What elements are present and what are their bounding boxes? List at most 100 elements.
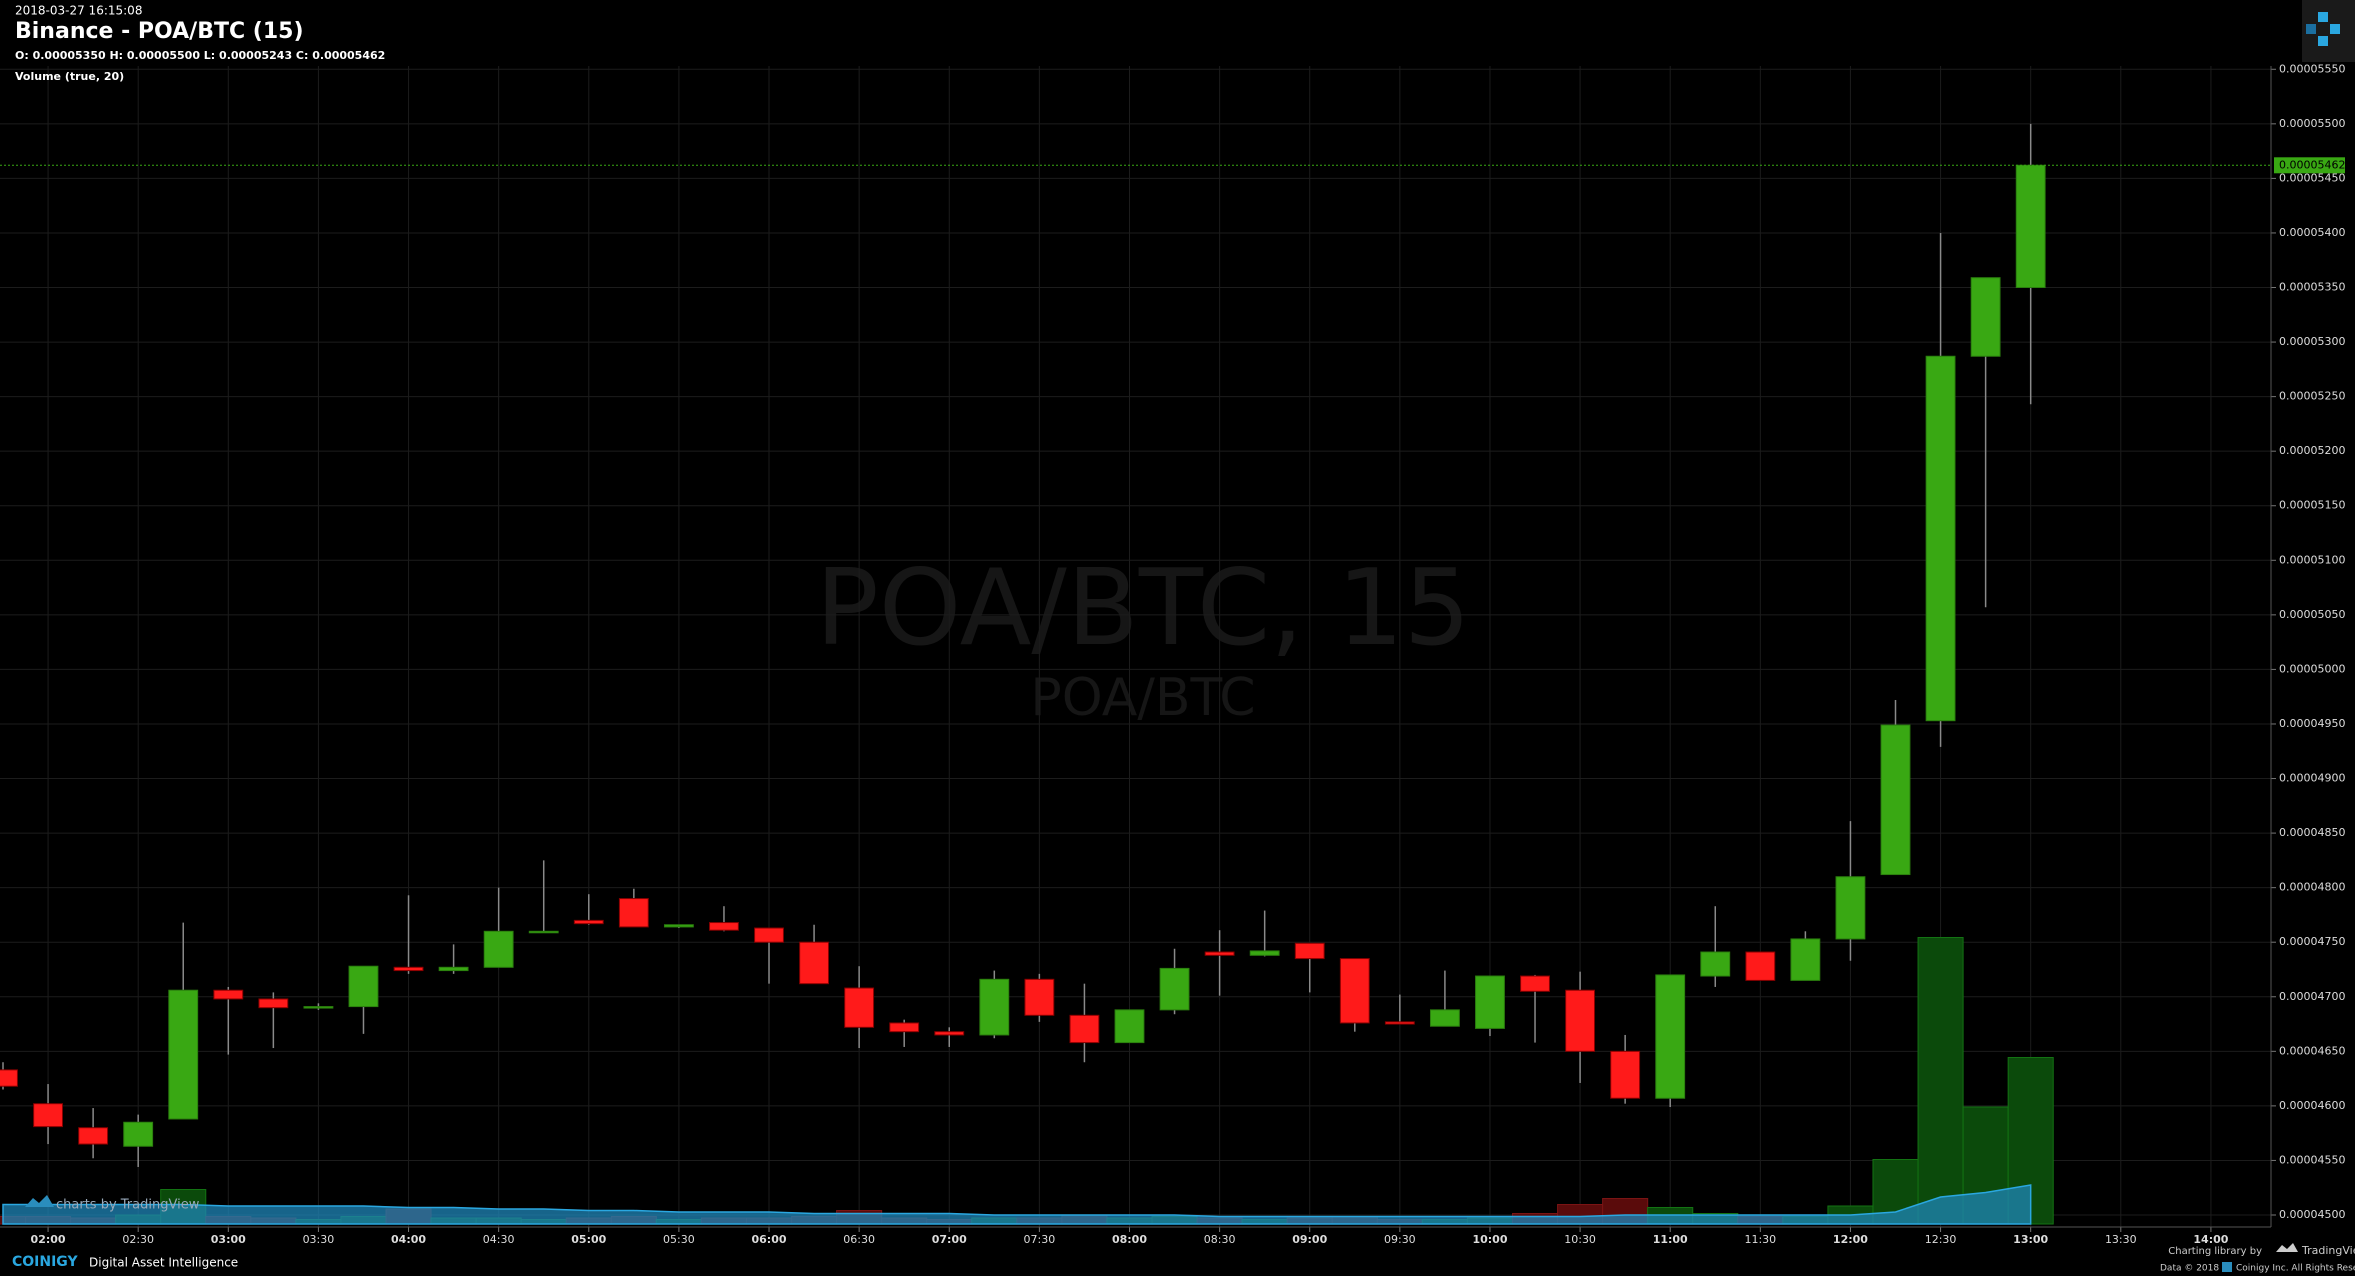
candle-body	[1475, 975, 1505, 1029]
candle-body	[1880, 724, 1911, 876]
candle-body	[1520, 975, 1550, 992]
tv-icon	[25, 1195, 54, 1207]
candle-body	[348, 965, 379, 1008]
candle-body	[2015, 164, 2046, 289]
logo	[2302, 0, 2355, 62]
candle-body	[1429, 1009, 1460, 1027]
x-tick-label: 13:30	[2105, 1233, 2137, 1246]
candle-body	[709, 922, 739, 931]
library-credit: Charting library by	[2168, 1246, 2262, 1257]
x-tick-label: 03:00	[211, 1233, 246, 1246]
y-tick-label: 0.00004550	[2279, 1153, 2345, 1166]
y-tick-label: 0.00004700	[2279, 990, 2345, 1003]
candle-body	[1700, 951, 1731, 977]
candle-body	[1970, 277, 2001, 357]
y-tick-label: 0.00004750	[2279, 935, 2345, 948]
x-tick-label: 05:30	[663, 1233, 695, 1246]
y-tick-label: 0.00005000	[2279, 662, 2345, 675]
y-tick-label: 0.00005550	[2279, 62, 2345, 75]
data-credit: Data © 2018	[2160, 1264, 2219, 1274]
candles	[0, 123, 2046, 1167]
x-tick-label: 09:00	[1292, 1233, 1327, 1246]
candle-body	[979, 978, 1010, 1036]
last-price-label: 0.00005462	[2279, 158, 2345, 171]
candle-body	[1249, 950, 1280, 956]
watermark-sub: POA/BTC	[1030, 668, 1255, 728]
candle-body	[1294, 942, 1325, 960]
y-tick-label: 0.00004850	[2279, 826, 2345, 839]
x-tick-label: 02:30	[122, 1233, 154, 1246]
candle-body	[1024, 978, 1055, 1016]
last-price-box	[2274, 157, 2345, 174]
x-tick-label: 04:00	[391, 1233, 426, 1246]
candle-body	[213, 989, 244, 1000]
volume-ma-area	[2, 1184, 2032, 1225]
x-tick-label: 06:30	[843, 1233, 875, 1246]
y-tick-label: 0.00004600	[2279, 1099, 2345, 1112]
x-tick-label: 07:30	[1024, 1233, 1056, 1246]
candle-body	[663, 924, 694, 928]
candle-body	[1565, 989, 1596, 1052]
coinigy-icon	[2222, 1262, 2232, 1272]
volume-pane	[0, 937, 2054, 1225]
candle-body	[528, 930, 559, 934]
x-tick-label: 14:00	[2193, 1233, 2228, 1246]
y-tick-label: 0.00005200	[2279, 444, 2345, 457]
candle-body	[1835, 876, 1866, 940]
candle-body	[573, 919, 604, 925]
candle-body	[1925, 355, 1956, 722]
y-tick-label: 0.00005450	[2279, 171, 2345, 184]
candle-body	[1159, 967, 1190, 1011]
y-tick-label: 0.00005100	[2279, 553, 2345, 566]
ohlc-legend: O: 0.00005350 H: 0.00005500 L: 0.0000524…	[15, 49, 385, 62]
candle-body	[1655, 974, 1686, 1099]
charts-by: charts by TradingView	[56, 1198, 200, 1213]
candle-body	[754, 927, 784, 943]
chart-title: Binance - POA/BTC (15)	[15, 19, 304, 44]
candle-body	[123, 1121, 154, 1147]
x-tick-label: 11:00	[1653, 1233, 1688, 1246]
tv-icon-small	[2276, 1243, 2298, 1252]
candle-body	[844, 987, 875, 1028]
candle-body	[1114, 1009, 1145, 1044]
y-tick-label: 0.00004650	[2279, 1044, 2345, 1057]
y-tick-label: 0.00005300	[2279, 335, 2345, 348]
candle-body	[1384, 1021, 1415, 1025]
x-tick-label: 08:30	[1204, 1233, 1236, 1246]
x-tick-label: 07:00	[932, 1233, 967, 1246]
x-tick-label: 10:30	[1564, 1233, 1596, 1246]
y-tick-label: 0.00004900	[2279, 772, 2345, 785]
candle-body	[483, 930, 514, 968]
candle-body	[1745, 951, 1776, 981]
candle-body	[168, 989, 199, 1120]
candle-body	[1069, 1014, 1100, 1044]
y-tick-label: 0.00005400	[2279, 226, 2345, 239]
x-tick-label: 11:30	[1744, 1233, 1776, 1246]
study-legend: Volume (true, 20)	[15, 70, 124, 83]
y-tick-label: 0.00005350	[2279, 281, 2345, 294]
candle-body	[393, 966, 424, 972]
y-tick-label: 0.00005050	[2279, 608, 2345, 621]
timestamp: 2018-03-27 16:15:08	[15, 4, 142, 18]
candle-body	[303, 1006, 334, 1009]
candle-body	[1790, 938, 1821, 981]
library-name: TradingView	[2301, 1244, 2355, 1257]
candle-body	[0, 1069, 18, 1087]
x-tick-label: 12:30	[1925, 1233, 1957, 1246]
x-tick-label: 13:00	[2013, 1233, 2048, 1246]
x-tick-label: 04:30	[483, 1233, 515, 1246]
x-tick-label: 05:00	[571, 1233, 606, 1246]
axes: 0.00004500 0.00004550 0.00004600 0.00004650…	[0, 62, 2345, 1246]
candle-body	[1204, 951, 1235, 956]
candle-body	[1610, 1050, 1641, 1099]
x-tick-label: 10:00	[1472, 1233, 1507, 1246]
volume-bar	[1917, 937, 1964, 1225]
brand: COINIGY	[12, 1254, 78, 1270]
candle-body	[889, 1022, 920, 1033]
y-tick-label: 0.00004800	[2279, 881, 2345, 894]
y-tick-label: 0.00005500	[2279, 117, 2345, 130]
y-tick-label: 0.00004950	[2279, 717, 2345, 730]
y-tick-label: 0.00005250	[2279, 390, 2345, 403]
